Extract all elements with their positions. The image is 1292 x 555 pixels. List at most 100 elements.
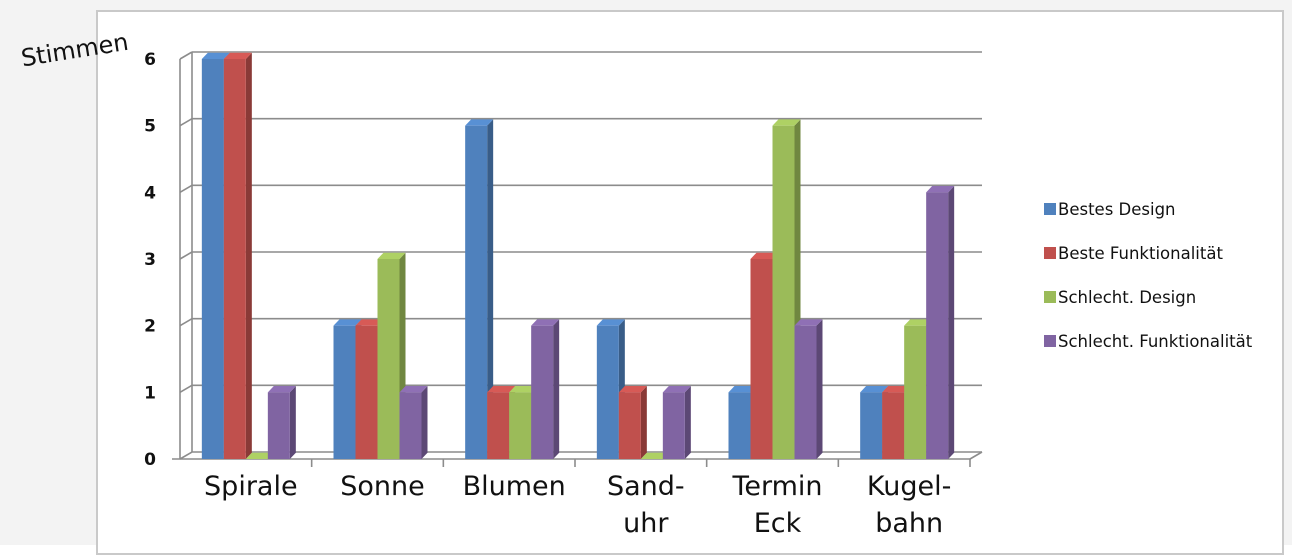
bar-front (882, 392, 905, 459)
floor-side-edge (969, 451, 983, 460)
y-tick-label: 3 (144, 250, 156, 270)
bar-top (399, 386, 428, 393)
y-tick-label: 2 (144, 317, 156, 337)
bar (794, 319, 823, 459)
gridline-side (179, 51, 193, 60)
bar (465, 119, 494, 460)
bar-front (377, 259, 400, 459)
y-tick-labels: 0 1 2 3 4 5 6 (144, 50, 156, 470)
bar-side (816, 319, 823, 459)
bar-front (926, 192, 949, 460)
bar-front (750, 259, 773, 459)
legend-item: Schlecht. Design (1044, 288, 1196, 307)
axes (172, 52, 983, 467)
bar (662, 386, 691, 459)
legend-item: Bestes Design (1044, 200, 1176, 219)
bar-side (553, 319, 560, 459)
x-category-label: Eck (754, 508, 802, 539)
bar-front (509, 392, 532, 459)
bar-top (662, 386, 691, 393)
bar-top (201, 52, 230, 59)
x-category-label: uhr (623, 508, 669, 539)
bar-front (772, 125, 795, 460)
bar-side (684, 386, 691, 459)
bar (267, 386, 296, 459)
bar (399, 386, 428, 459)
bar (531, 319, 560, 459)
bar-front (487, 392, 510, 459)
gridline-side (179, 251, 193, 260)
gridline-side (179, 117, 193, 127)
bar-top (772, 119, 801, 126)
y-tick-label: 1 (144, 383, 156, 403)
x-category-label: Sand- (607, 471, 685, 502)
bar-front (399, 392, 422, 459)
bar (640, 452, 669, 459)
legend-swatch (1044, 291, 1056, 303)
y-tick-label: 0 (144, 450, 156, 470)
bar (618, 386, 647, 459)
chart-frame (96, 10, 1284, 555)
y-tick-label: 4 (144, 183, 156, 203)
legend-swatch (1044, 247, 1056, 259)
legend-label: Schlecht. Design (1058, 288, 1196, 307)
floor-back-edge (179, 451, 982, 460)
bar-top (333, 319, 362, 326)
bar-front (333, 325, 356, 459)
legend-label: Bestes Design (1058, 200, 1176, 219)
legend-item: Schlecht. Funktionalität (1044, 332, 1253, 351)
x-category-label: Termin (731, 471, 822, 502)
bar-top (596, 319, 625, 326)
bar-top (750, 252, 779, 259)
bar-side (640, 386, 647, 459)
bar-front (465, 125, 488, 460)
gridline-side (179, 384, 193, 394)
bar-front (531, 325, 554, 459)
bar-top (245, 452, 274, 459)
bar-front (355, 325, 378, 459)
bar-top (904, 319, 933, 326)
legend: Bestes Design Beste Funktionalität Schlech… (1044, 200, 1253, 351)
legend-label: Schlecht. Funktionalität (1058, 332, 1253, 351)
bar-top (355, 319, 384, 326)
bar-top (882, 386, 911, 393)
bar (926, 186, 955, 460)
x-category-label: Blumen (463, 471, 566, 502)
legend-swatch (1044, 203, 1056, 215)
bar-top (267, 386, 296, 393)
bar-top (640, 452, 669, 459)
bar-side (948, 186, 955, 460)
x-category-label: Kugel- (867, 471, 951, 502)
bar-top (728, 386, 757, 393)
x-category-label: Spirale (204, 471, 298, 502)
bar-top (465, 119, 494, 126)
gridline-side (179, 317, 193, 327)
bar (223, 52, 252, 459)
x-category-labels: Spirale Sonne Blumen Sand-uhr Termin Eck Kugel… (204, 471, 951, 539)
bar-top (618, 386, 647, 393)
bar-side (245, 52, 252, 459)
legend-label: Beste Funktionalität (1058, 244, 1223, 263)
bar-front (904, 325, 927, 459)
bar-front (618, 392, 641, 459)
bar-front (267, 392, 290, 459)
bar-top (860, 386, 889, 393)
gridlines (179, 51, 982, 394)
bar-front (201, 59, 224, 459)
bar-top (223, 52, 252, 59)
bar-top (509, 386, 538, 393)
y-tick-label: 6 (144, 50, 156, 70)
x-category-label: bahn (875, 508, 943, 539)
bar-top (794, 319, 823, 326)
bar-front (662, 392, 685, 459)
x-category-label: Sonne (340, 471, 425, 502)
gridline-side (179, 184, 193, 194)
bar-front (794, 325, 817, 459)
bar-front (728, 392, 751, 459)
y-tick-label: 5 (144, 117, 156, 137)
bar-top (926, 186, 955, 193)
bar-side (289, 386, 296, 459)
legend-item: Beste Funktionalität (1044, 244, 1223, 263)
y-axis-title: Stimmen (19, 28, 130, 73)
